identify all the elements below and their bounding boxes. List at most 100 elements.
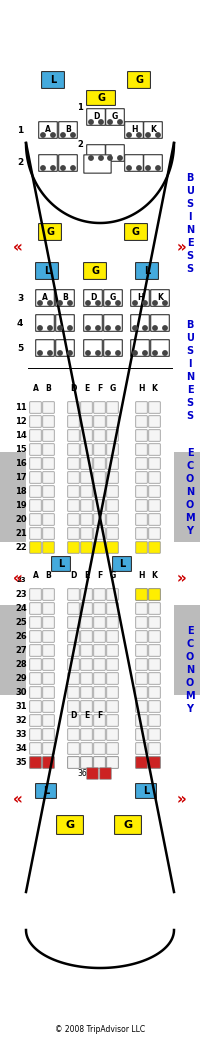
FancyBboxPatch shape bbox=[94, 416, 105, 427]
FancyBboxPatch shape bbox=[43, 617, 54, 628]
FancyBboxPatch shape bbox=[136, 658, 147, 670]
FancyBboxPatch shape bbox=[94, 673, 105, 684]
Text: 19: 19 bbox=[15, 501, 27, 510]
FancyBboxPatch shape bbox=[30, 444, 41, 456]
FancyBboxPatch shape bbox=[81, 645, 92, 656]
FancyBboxPatch shape bbox=[149, 444, 160, 456]
Circle shape bbox=[108, 156, 112, 160]
Circle shape bbox=[163, 351, 167, 355]
Text: O: O bbox=[186, 500, 194, 510]
Circle shape bbox=[153, 351, 157, 355]
FancyBboxPatch shape bbox=[68, 588, 79, 600]
FancyBboxPatch shape bbox=[107, 588, 118, 600]
Text: M: M bbox=[185, 513, 195, 522]
FancyBboxPatch shape bbox=[107, 429, 118, 441]
FancyBboxPatch shape bbox=[107, 486, 118, 497]
FancyBboxPatch shape bbox=[43, 588, 54, 600]
FancyBboxPatch shape bbox=[81, 471, 92, 483]
FancyBboxPatch shape bbox=[84, 340, 102, 356]
Text: E: E bbox=[84, 384, 89, 393]
FancyBboxPatch shape bbox=[87, 109, 105, 125]
FancyBboxPatch shape bbox=[43, 444, 54, 456]
FancyBboxPatch shape bbox=[68, 458, 79, 469]
FancyBboxPatch shape bbox=[36, 340, 54, 356]
FancyBboxPatch shape bbox=[107, 658, 118, 670]
FancyBboxPatch shape bbox=[43, 500, 54, 511]
Circle shape bbox=[156, 133, 160, 137]
FancyBboxPatch shape bbox=[149, 416, 160, 427]
FancyBboxPatch shape bbox=[68, 514, 79, 526]
FancyBboxPatch shape bbox=[84, 262, 106, 279]
FancyBboxPatch shape bbox=[43, 429, 54, 441]
Text: U: U bbox=[186, 333, 194, 343]
FancyBboxPatch shape bbox=[94, 401, 105, 413]
Text: N: N bbox=[186, 372, 194, 382]
Text: H: H bbox=[131, 124, 137, 134]
FancyBboxPatch shape bbox=[68, 757, 79, 768]
FancyBboxPatch shape bbox=[57, 815, 83, 835]
Text: 26: 26 bbox=[15, 632, 27, 641]
Text: I: I bbox=[188, 359, 192, 369]
FancyBboxPatch shape bbox=[81, 673, 92, 684]
Circle shape bbox=[61, 166, 65, 170]
FancyBboxPatch shape bbox=[136, 262, 158, 279]
FancyBboxPatch shape bbox=[131, 289, 149, 306]
FancyBboxPatch shape bbox=[43, 416, 54, 427]
Circle shape bbox=[137, 133, 141, 137]
FancyBboxPatch shape bbox=[56, 289, 74, 306]
FancyBboxPatch shape bbox=[149, 486, 160, 497]
Text: 24: 24 bbox=[15, 604, 27, 613]
FancyBboxPatch shape bbox=[136, 500, 147, 511]
FancyBboxPatch shape bbox=[81, 757, 92, 768]
Text: 30: 30 bbox=[15, 688, 27, 697]
Circle shape bbox=[48, 301, 52, 305]
Text: 4: 4 bbox=[17, 319, 23, 327]
Text: L: L bbox=[44, 266, 50, 276]
Text: 5: 5 bbox=[17, 344, 23, 352]
FancyBboxPatch shape bbox=[107, 701, 118, 713]
FancyBboxPatch shape bbox=[107, 500, 118, 511]
FancyBboxPatch shape bbox=[68, 715, 79, 726]
Circle shape bbox=[38, 301, 42, 305]
FancyBboxPatch shape bbox=[136, 401, 147, 413]
FancyBboxPatch shape bbox=[81, 429, 92, 441]
Text: B: B bbox=[186, 320, 194, 330]
FancyBboxPatch shape bbox=[107, 528, 118, 539]
Text: G: G bbox=[109, 571, 116, 580]
Text: A: A bbox=[33, 571, 38, 580]
FancyBboxPatch shape bbox=[149, 673, 160, 684]
Circle shape bbox=[68, 351, 72, 355]
Text: 1: 1 bbox=[17, 125, 23, 135]
Text: 16: 16 bbox=[15, 459, 27, 468]
FancyBboxPatch shape bbox=[30, 715, 41, 726]
FancyBboxPatch shape bbox=[94, 687, 105, 698]
FancyBboxPatch shape bbox=[136, 444, 147, 456]
FancyBboxPatch shape bbox=[107, 715, 118, 726]
FancyBboxPatch shape bbox=[94, 743, 105, 754]
Text: 23: 23 bbox=[16, 577, 26, 583]
Circle shape bbox=[51, 166, 55, 170]
Circle shape bbox=[38, 326, 42, 330]
Text: E: E bbox=[187, 626, 193, 636]
FancyBboxPatch shape bbox=[87, 768, 98, 780]
FancyBboxPatch shape bbox=[136, 701, 147, 713]
FancyBboxPatch shape bbox=[30, 471, 41, 483]
FancyBboxPatch shape bbox=[104, 340, 122, 356]
Circle shape bbox=[163, 326, 167, 330]
Text: «: « bbox=[13, 572, 23, 586]
Circle shape bbox=[89, 120, 93, 124]
FancyBboxPatch shape bbox=[84, 315, 102, 331]
FancyBboxPatch shape bbox=[30, 514, 41, 526]
Circle shape bbox=[99, 120, 103, 124]
Circle shape bbox=[71, 133, 75, 137]
FancyBboxPatch shape bbox=[94, 757, 105, 768]
FancyBboxPatch shape bbox=[107, 514, 118, 526]
FancyBboxPatch shape bbox=[81, 603, 92, 614]
FancyBboxPatch shape bbox=[56, 315, 74, 331]
FancyBboxPatch shape bbox=[68, 645, 79, 656]
FancyBboxPatch shape bbox=[81, 715, 92, 726]
FancyBboxPatch shape bbox=[68, 541, 79, 553]
FancyBboxPatch shape bbox=[149, 715, 160, 726]
Circle shape bbox=[108, 120, 112, 124]
FancyBboxPatch shape bbox=[30, 617, 41, 628]
